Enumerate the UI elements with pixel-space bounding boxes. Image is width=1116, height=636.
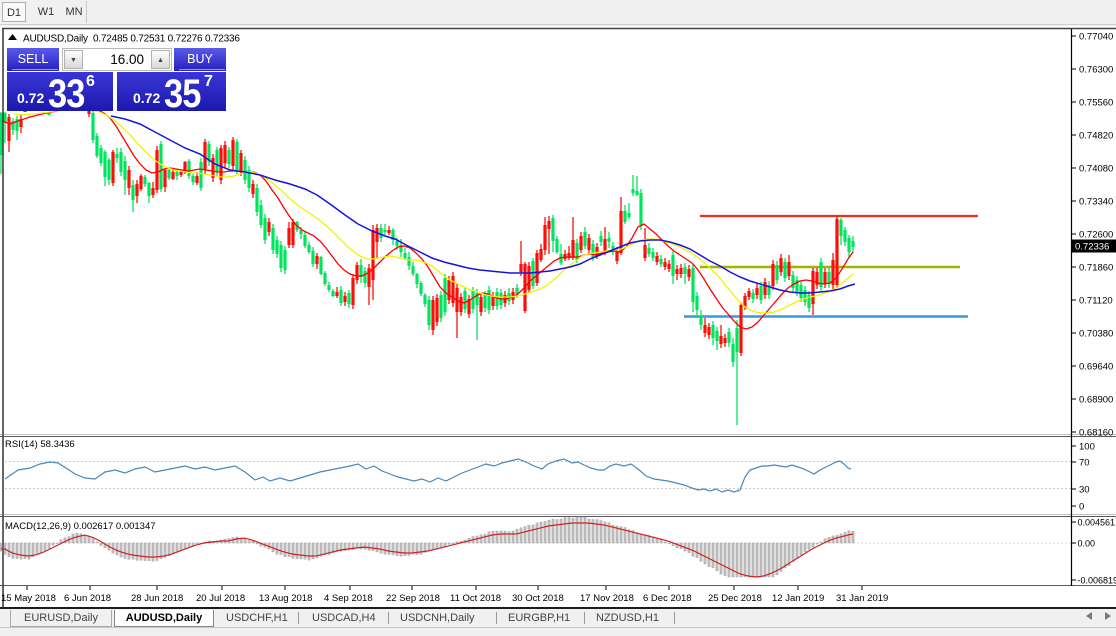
svg-text:6 Jun 2018: 6 Jun 2018 bbox=[64, 593, 111, 604]
svg-text:70: 70 bbox=[1079, 458, 1090, 469]
svg-text:0.74080: 0.74080 bbox=[1079, 164, 1113, 175]
svg-text:MACD(12,26,9) 0.002617 0.00134: MACD(12,26,9) 0.002617 0.001347 bbox=[5, 521, 156, 532]
svg-text:15 May 2018: 15 May 2018 bbox=[1, 593, 56, 604]
svg-text:0.72600: 0.72600 bbox=[1079, 230, 1113, 241]
svg-text:31 Jan 2019: 31 Jan 2019 bbox=[836, 593, 888, 604]
svg-text:0.68160: 0.68160 bbox=[1079, 428, 1113, 439]
svg-text:AUDUSD,Daily 0.72485 0.72531: AUDUSD,Daily 0.72485 0.72531 0.72276 0.7… bbox=[23, 34, 240, 45]
svg-text:25 Dec 2018: 25 Dec 2018 bbox=[708, 593, 762, 604]
svg-text:0.72336: 0.72336 bbox=[1075, 242, 1109, 253]
svg-text:0.00: 0.00 bbox=[1078, 539, 1096, 549]
svg-text:0.004561: 0.004561 bbox=[1078, 518, 1116, 528]
svg-text:11 Oct 2018: 11 Oct 2018 bbox=[450, 593, 501, 604]
svg-text:4 Sep 2018: 4 Sep 2018 bbox=[324, 593, 373, 604]
svg-text:20 Jul 2018: 20 Jul 2018 bbox=[196, 593, 245, 604]
svg-text:30 Oct 2018: 30 Oct 2018 bbox=[512, 593, 564, 604]
svg-text:6 Dec 2018: 6 Dec 2018 bbox=[643, 593, 692, 604]
svg-text:28 Jun 2018: 28 Jun 2018 bbox=[131, 593, 183, 604]
svg-text:0.70380: 0.70380 bbox=[1079, 329, 1113, 340]
svg-text:-0.006819: -0.006819 bbox=[1078, 576, 1116, 586]
svg-text:0.68900: 0.68900 bbox=[1079, 395, 1113, 406]
svg-text:0.77040: 0.77040 bbox=[1079, 32, 1113, 43]
svg-text:0.71860: 0.71860 bbox=[1079, 263, 1113, 274]
svg-text:0.69640: 0.69640 bbox=[1079, 362, 1113, 373]
svg-text:30: 30 bbox=[1079, 485, 1090, 496]
svg-text:12 Jan 2019: 12 Jan 2019 bbox=[772, 593, 824, 604]
svg-text:0: 0 bbox=[1079, 502, 1084, 513]
svg-text:13 Aug 2018: 13 Aug 2018 bbox=[259, 593, 312, 604]
svg-text:0.76300: 0.76300 bbox=[1079, 65, 1113, 76]
svg-text:22 Sep 2018: 22 Sep 2018 bbox=[386, 593, 440, 604]
svg-text:0.71120: 0.71120 bbox=[1079, 296, 1113, 307]
svg-text:0.74820: 0.74820 bbox=[1079, 131, 1113, 142]
svg-text:0.73340: 0.73340 bbox=[1079, 197, 1113, 208]
svg-text:17 Nov 2018: 17 Nov 2018 bbox=[580, 593, 634, 604]
svg-text:100: 100 bbox=[1079, 442, 1095, 453]
svg-text:RSI(14) 58.3436: RSI(14) 58.3436 bbox=[5, 439, 75, 450]
svg-text:0.75560: 0.75560 bbox=[1079, 98, 1113, 109]
